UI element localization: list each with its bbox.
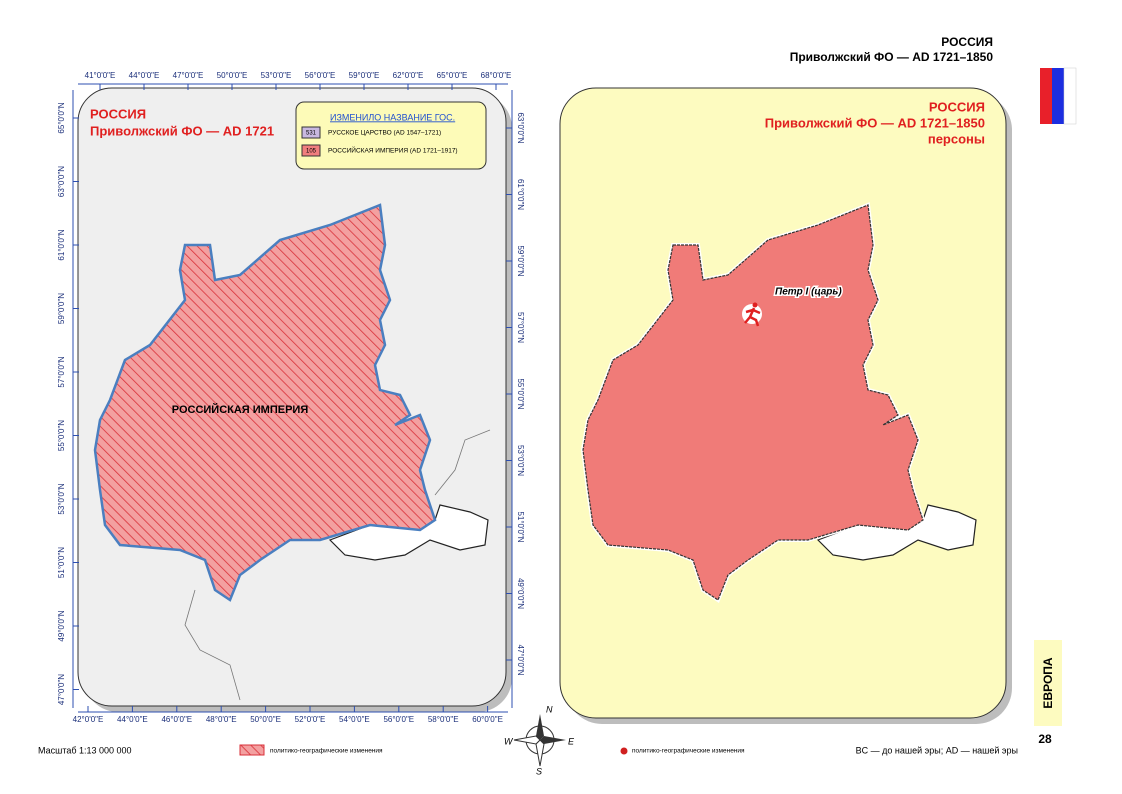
lon-tick-label: 52°0'0"E xyxy=(295,715,326,724)
border-line xyxy=(184,589,241,701)
lon-tick-label: 65°0'0"E xyxy=(437,71,468,80)
lon-tick-label: 56°0'0"E xyxy=(383,715,414,724)
legend-label: РОССИЙСКАЯ ИМПЕРИЯ (AD 1721–1917) xyxy=(328,146,458,155)
legend-code: 531 xyxy=(306,131,317,137)
legend-box xyxy=(295,101,487,170)
lat-tick-label: 61°0'0"N xyxy=(516,179,525,210)
lat-tick-label: 55°0'0"N xyxy=(57,420,66,451)
dot-legend: политико-географические изменения xyxy=(632,748,745,755)
lat-tick-label: 53°0'0"N xyxy=(57,483,66,514)
lon-tick-label: 59°0'0"E xyxy=(349,71,380,80)
lat-tick-label: 47°0'0"N xyxy=(57,674,66,705)
lon-tick-label: 53°0'0"E xyxy=(261,71,292,80)
lon-tick-label: 68°0'0"E xyxy=(481,71,512,80)
left-map-title: РОССИЯ xyxy=(90,106,146,121)
legend-swatch xyxy=(301,126,321,139)
person-label: Петр I (царь) xyxy=(775,287,842,298)
lat-tick-label: 59°0'0"N xyxy=(57,293,66,324)
compass-w: W xyxy=(504,736,514,746)
page-number: 28 xyxy=(1038,732,1052,746)
lat-tick-label: 57°0'0"N xyxy=(57,356,66,387)
lon-tick-label: 50°0'0"E xyxy=(250,715,281,724)
legend: ИЗМЕНИЛО НАЗВАНИЕ ГОС. 531 РУССКОЕ ЦАРСТ… xyxy=(295,101,487,170)
legend-label: РУССКОЕ ЦАРСТВО (AD 1547–1721) xyxy=(328,130,441,137)
lon-tick-label: 50°0'0"E xyxy=(217,71,248,80)
lon-tick-label: 56°0'0"E xyxy=(305,71,336,80)
map-rulers xyxy=(72,83,513,713)
hatch-legend: политико-географические изменения xyxy=(270,748,383,755)
lat-tick-label: 49°0'0"N xyxy=(516,578,525,609)
lat-tick-label: 57°0'0"N xyxy=(516,312,525,343)
lon-tick-label: 44°0'0"E xyxy=(117,715,148,724)
right-map-title: РОССИЯ xyxy=(929,99,985,114)
compass-s: S xyxy=(536,766,542,776)
lat-tick-label: 63°0'0"N xyxy=(57,166,66,197)
compass-n: N xyxy=(546,704,553,714)
lat-tick-label: 51°0'0"N xyxy=(57,547,66,578)
dot-swatch xyxy=(620,747,628,755)
lat-tick-label: 47°0'0"N xyxy=(516,644,525,675)
lon-tick-label: 58°0'0"E xyxy=(428,715,459,724)
header-subtitle: Приволжский ФО — AD 1721–1850 xyxy=(790,50,994,64)
lat-tick-label: 55°0'0"N xyxy=(516,378,525,409)
right-map-caption: персоны xyxy=(928,131,985,146)
side-tab xyxy=(1034,640,1062,726)
lat-tick-label: 63°0'0"N xyxy=(516,112,525,143)
section-name: ЕВРОПА xyxy=(1041,657,1055,708)
lon-tick-label: 60°0'0"E xyxy=(472,715,503,724)
flag xyxy=(1040,67,1077,125)
lat-tick-label: 53°0'0"N xyxy=(516,445,525,476)
lat-tick-label: 49°0'0"N xyxy=(57,610,66,641)
legend-code: 105 xyxy=(306,149,317,155)
lon-tick-label: 54°0'0"E xyxy=(339,715,370,724)
border-line xyxy=(434,429,491,496)
scale: Масштаб 1:13 000 000 xyxy=(38,745,132,755)
lat-tick-label: 51°0'0"N xyxy=(516,511,525,542)
lon-tick-label: 48°0'0"E xyxy=(206,715,237,724)
lon-tick-label: 46°0'0"E xyxy=(161,715,192,724)
person-marker xyxy=(742,302,762,327)
lat-tick-label: 59°0'0"N xyxy=(516,245,525,276)
right-map-subtitle: Приволжский ФО — AD 1721–1850 xyxy=(765,115,985,130)
era-note: BC — до нашей эры; AD — нашей эры xyxy=(856,745,1018,755)
compass-rose: N E S W xyxy=(504,704,575,776)
lon-tick-label: 62°0'0"E xyxy=(393,71,424,80)
lat-tick-label: 61°0'0"N xyxy=(57,229,66,260)
lon-tick-label: 47°0'0"E xyxy=(173,71,204,80)
legend-title: ИЗМЕНИЛО НАЗВАНИЕ ГОС. xyxy=(330,112,455,122)
hatch-swatch xyxy=(239,744,265,756)
lat-tick-label: 65°0'0"N xyxy=(57,102,66,133)
lon-tick-label: 42°0'0"E xyxy=(73,715,104,724)
lon-tick-label: 44°0'0"E xyxy=(129,71,160,80)
legend-swatch xyxy=(301,144,321,157)
left-map-subtitle: Приволжский ФО — AD 1721 xyxy=(90,123,274,138)
header-country: РОССИЯ xyxy=(941,35,993,49)
compass-e: E xyxy=(568,736,575,746)
region-label: РОССИЙСКАЯ ИМПЕРИЯ xyxy=(172,403,309,416)
lon-tick-label: 41°0'0"E xyxy=(85,71,116,80)
